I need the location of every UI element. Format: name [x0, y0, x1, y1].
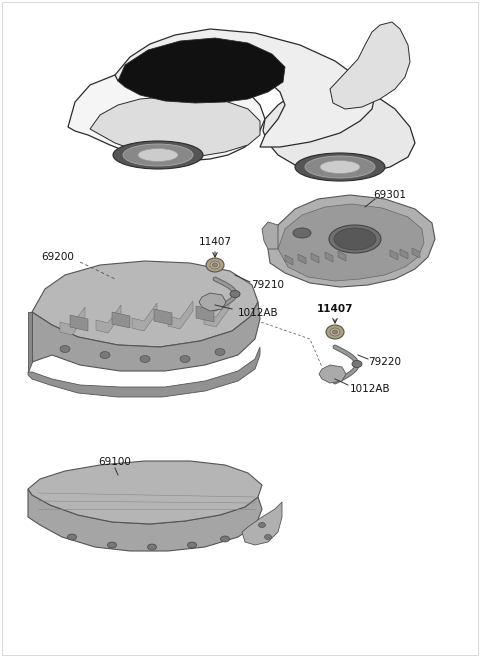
- Polygon shape: [196, 306, 214, 322]
- Polygon shape: [32, 302, 260, 371]
- Ellipse shape: [334, 228, 376, 250]
- Ellipse shape: [352, 361, 362, 367]
- Ellipse shape: [330, 328, 340, 336]
- Polygon shape: [319, 365, 346, 383]
- Ellipse shape: [180, 355, 190, 363]
- Ellipse shape: [147, 544, 156, 550]
- Ellipse shape: [100, 351, 110, 359]
- Ellipse shape: [140, 355, 150, 363]
- Ellipse shape: [215, 348, 225, 355]
- Polygon shape: [262, 222, 278, 249]
- Polygon shape: [338, 251, 346, 261]
- Polygon shape: [400, 249, 408, 259]
- Polygon shape: [330, 22, 410, 109]
- Polygon shape: [325, 252, 333, 262]
- Polygon shape: [112, 312, 130, 328]
- Polygon shape: [60, 307, 85, 335]
- Polygon shape: [70, 315, 88, 331]
- Text: 69100: 69100: [98, 457, 132, 467]
- Text: 79210: 79210: [252, 280, 285, 290]
- Polygon shape: [132, 303, 157, 331]
- Ellipse shape: [230, 290, 240, 298]
- Polygon shape: [311, 253, 319, 263]
- Polygon shape: [28, 347, 260, 397]
- Polygon shape: [199, 293, 226, 311]
- Polygon shape: [28, 461, 262, 524]
- Text: 11407: 11407: [199, 237, 231, 247]
- Polygon shape: [278, 204, 424, 281]
- Polygon shape: [28, 489, 262, 551]
- Ellipse shape: [293, 228, 311, 238]
- Ellipse shape: [188, 542, 196, 548]
- Polygon shape: [68, 69, 265, 161]
- Polygon shape: [168, 301, 193, 329]
- Polygon shape: [204, 299, 229, 327]
- Ellipse shape: [206, 258, 224, 272]
- Ellipse shape: [329, 225, 381, 253]
- Polygon shape: [412, 248, 420, 258]
- Text: 11407: 11407: [317, 304, 353, 314]
- Polygon shape: [298, 254, 306, 264]
- Ellipse shape: [210, 261, 220, 269]
- Ellipse shape: [213, 263, 217, 267]
- Ellipse shape: [113, 141, 203, 169]
- Polygon shape: [28, 312, 32, 372]
- Ellipse shape: [264, 535, 272, 539]
- Polygon shape: [115, 29, 375, 147]
- Ellipse shape: [295, 153, 385, 181]
- Ellipse shape: [60, 346, 70, 353]
- Ellipse shape: [305, 156, 375, 178]
- Ellipse shape: [220, 536, 229, 542]
- Polygon shape: [263, 85, 415, 175]
- Ellipse shape: [108, 542, 117, 548]
- Polygon shape: [118, 38, 285, 103]
- Polygon shape: [268, 195, 435, 287]
- Ellipse shape: [320, 160, 360, 173]
- Polygon shape: [242, 502, 282, 545]
- Polygon shape: [390, 250, 398, 260]
- Text: 69200: 69200: [42, 252, 74, 262]
- Ellipse shape: [68, 534, 76, 540]
- Polygon shape: [154, 309, 172, 325]
- Polygon shape: [285, 255, 293, 265]
- Ellipse shape: [259, 522, 265, 528]
- Text: 79220: 79220: [369, 357, 401, 367]
- Text: 1012AB: 1012AB: [350, 384, 390, 394]
- Ellipse shape: [123, 144, 193, 166]
- Ellipse shape: [138, 148, 178, 162]
- Polygon shape: [32, 261, 258, 347]
- Ellipse shape: [333, 330, 337, 334]
- Text: 69301: 69301: [373, 190, 407, 200]
- Ellipse shape: [326, 325, 344, 339]
- Polygon shape: [96, 305, 121, 333]
- Text: 1012AB: 1012AB: [238, 308, 278, 318]
- Polygon shape: [90, 97, 260, 157]
